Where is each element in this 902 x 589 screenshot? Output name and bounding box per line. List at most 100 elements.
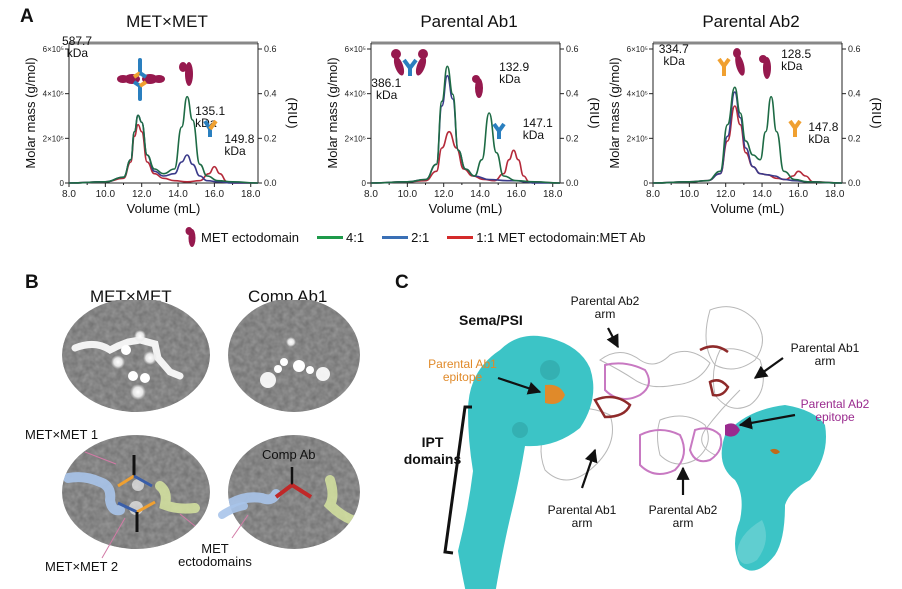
em-class-averages <box>62 300 360 559</box>
label-line: arm <box>571 516 593 530</box>
y-axis-label-left: Molar mass (g/mol) <box>23 57 38 168</box>
y-tick-label-right: 0.6 <box>264 44 277 54</box>
y-tick-label-right: 0.4 <box>848 89 861 99</box>
label-line: arm <box>814 354 836 368</box>
label-metxmet1: MET×MET 1 <box>25 427 99 442</box>
comp-ab-model-lines <box>274 467 313 499</box>
x-tick-label: 8.0 <box>62 189 76 200</box>
legend-item-4-1: 4:1 <box>317 230 364 245</box>
label-line: Parental Ab1 <box>790 341 860 355</box>
mass-annotation-unit: kDa <box>523 128 545 142</box>
legend-label: 1:1 MET ectodomain:MET Ab <box>476 229 646 245</box>
x-axis-label: Volume (mL) <box>429 201 503 216</box>
series-line-1-1 <box>68 123 258 184</box>
ab2-epitope-patch <box>725 423 740 437</box>
label-met-ectodomains: MET ectodomains <box>170 542 260 568</box>
label-line: arm <box>672 516 694 530</box>
label-ab1-arm-right: Parental Ab1 arm <box>780 342 870 368</box>
x-tick-label: 14.0 <box>168 189 188 200</box>
series-line-4-1 <box>370 65 561 184</box>
em-image-comp-ab1 <box>228 300 360 412</box>
mass-annotation-unit: kDa <box>781 59 803 73</box>
y-tick-label-right: 0.2 <box>264 133 277 143</box>
met-surface-right <box>721 405 826 571</box>
series-line-4-1 <box>652 86 843 184</box>
mass-annotation-unit: kDa <box>224 144 246 158</box>
x-tick-label: 10.0 <box>96 189 116 200</box>
y-axis-label-right: (RIU) <box>285 97 300 128</box>
em-image-metxmet-annotated <box>62 435 210 549</box>
y-tick-label-left: 6×10⁵ <box>627 45 648 54</box>
label-line: epitope <box>442 370 483 384</box>
mass-annotation-value: 587.7 <box>62 34 92 48</box>
ectodomain-overflow <box>218 502 248 519</box>
y-axis-label-left: Molar mass (g/mol) <box>325 57 340 168</box>
y-tick-label-right: 0.0 <box>848 178 861 188</box>
mass-annotation-value: 334.7 <box>659 42 689 56</box>
y-tick-label-left: 2×10⁵ <box>43 134 64 143</box>
legend-swatch-green <box>317 235 344 239</box>
annotation-arrows <box>497 327 796 495</box>
y-tick-label-right: 0.2 <box>848 133 861 143</box>
y-tick-label-right: 0.0 <box>264 178 277 188</box>
structure-model <box>443 306 826 589</box>
panel-a-letter: A <box>20 6 34 27</box>
y-tick-label-left: 4×10⁵ <box>627 90 648 99</box>
label-ab2-arm-bottom: Parental Ab2 arm <box>638 504 728 530</box>
y-tick-label-left: 0 <box>362 179 367 188</box>
label-line: Parental Ab2 <box>570 294 640 308</box>
pointer-metxmet2 <box>101 517 126 559</box>
met-x-met-complex-icon <box>117 58 165 101</box>
x-tick-label: 14.0 <box>470 189 490 200</box>
label-metxmet2: MET×MET 2 <box>45 559 119 574</box>
met-surface-left <box>458 335 594 589</box>
x-tick-label: 16.0 <box>789 189 809 200</box>
em-image-metxmet <box>62 300 210 412</box>
label-ab2-epitope: Parental Ab2 epitope <box>785 398 885 424</box>
chart-2-title: Parental Ab1 <box>420 12 518 31</box>
fab-ribbons <box>540 306 764 481</box>
series-line-4-1 <box>68 95 259 184</box>
x-tick-label: 18.0 <box>825 189 845 200</box>
mass-annotation-unit: kDa <box>499 72 521 86</box>
x-axis-label: Volume (mL) <box>127 201 201 216</box>
legend-swatch-blue <box>382 235 409 239</box>
pointer-ectodomain-right <box>231 514 249 539</box>
y-tick-label-right: 0.4 <box>566 89 579 99</box>
label-ab1-epitope: Parental Ab1 epitope <box>415 358 510 384</box>
x-tick-label: 18.0 <box>241 189 261 200</box>
chart-parental-ab2: 8.0 10.0 12.0 14.0 16.0 18.0 0 2×10⁵ 4×10⁵ 6×10⁵ 0… <box>607 41 884 216</box>
y-tick-label-right: 0.4 <box>264 89 277 99</box>
label-line: ectodomains <box>178 554 252 569</box>
y-axis-label-left: Molar mass (g/mol) <box>607 57 622 168</box>
ab1-epitope-patch <box>545 384 565 404</box>
y-tick-label-left: 6×10⁵ <box>345 45 366 54</box>
mass-annotation-value: 147.8 <box>808 120 838 134</box>
label-ipt-domains: IPT domains <box>395 434 470 468</box>
legend-item-1-1: 1:1 MET ectodomain:MET Ab <box>447 229 646 245</box>
mass-annotation-value: 132.9 <box>499 60 529 74</box>
x-tick-label: 14.0 <box>752 189 772 200</box>
label-line: domains <box>403 451 462 467</box>
label-line: Parental Ab2 <box>800 397 870 411</box>
y-tick-label-left: 0 <box>644 179 649 188</box>
mass-annotation-value: 135.1 <box>195 104 225 118</box>
ab2-complex-icon <box>717 48 745 76</box>
met-ectodomain-icon <box>179 62 193 86</box>
x-tick-label: 18.0 <box>543 189 563 200</box>
label-line: Parental Ab1 <box>428 357 497 371</box>
mass-annotation-unit: kDa <box>376 88 398 102</box>
met-ectodomain-icon <box>472 75 483 98</box>
y-tick-label-right: 0.6 <box>848 44 861 54</box>
mass-annotation-value: 128.5 <box>781 47 811 61</box>
pointer-metxmet1 <box>84 451 117 465</box>
chart-1-title: MET×MET <box>126 12 208 31</box>
x-tick-label: 16.0 <box>205 189 225 200</box>
label-line: epitope <box>815 410 855 424</box>
mass-annotation-value: 147.1 <box>523 116 553 130</box>
x-axis-label: Volume (mL) <box>711 201 785 216</box>
x-tick-label: 8.0 <box>646 189 660 200</box>
chart-3-title: Parental Ab2 <box>702 12 800 31</box>
x-tick-label: 10.0 <box>680 189 700 200</box>
y-tick-label-left: 2×10⁵ <box>627 134 648 143</box>
